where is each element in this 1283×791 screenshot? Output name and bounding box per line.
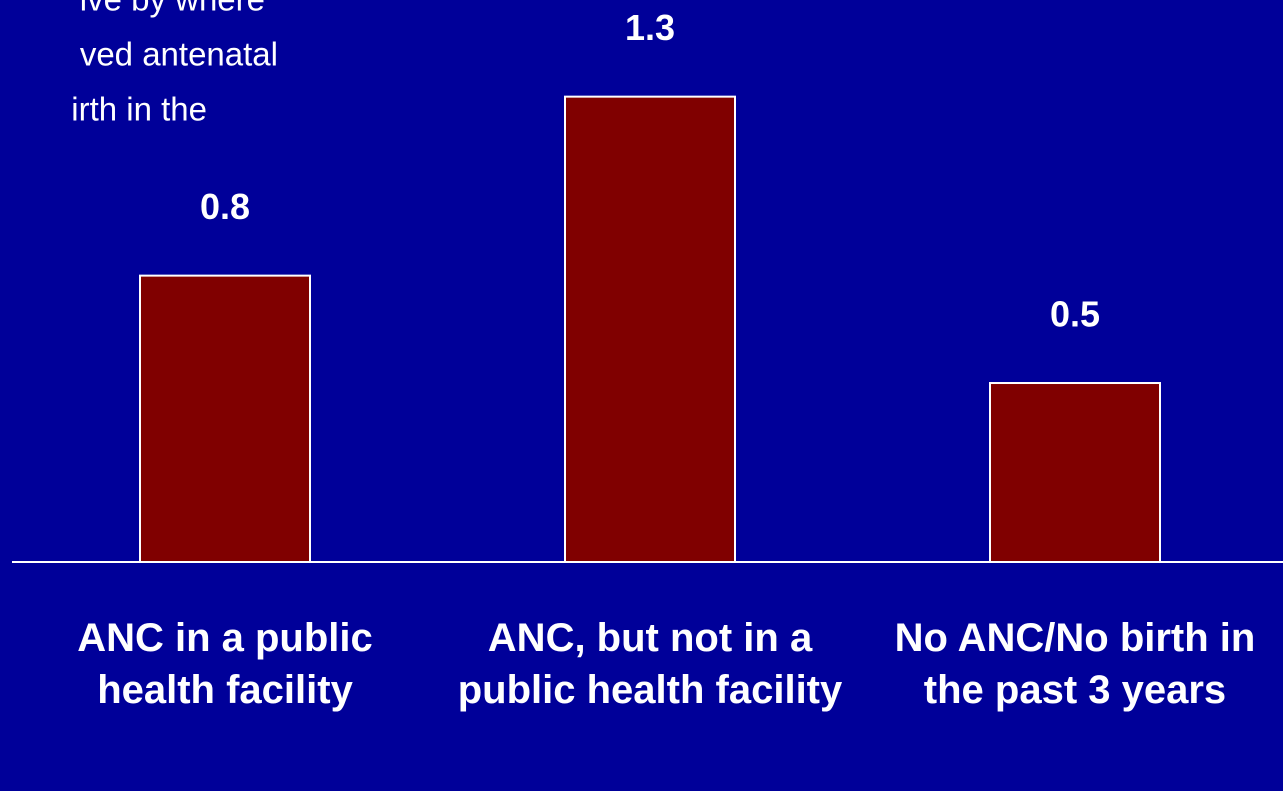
bar (139, 274, 311, 563)
value-label: 0.8 (200, 186, 250, 227)
category-label: No ANC/No birth in the past 3 years (894, 616, 1256, 712)
value-label: 0.5 (1050, 294, 1100, 335)
category-label: ANC, but not in a public health facility (457, 616, 843, 712)
annotation-line: ive by where (80, 0, 265, 18)
value-label: 1.3 (625, 7, 675, 48)
category-label: ANC in a public health facility (77, 616, 373, 712)
bar (989, 382, 1161, 563)
annotation-line: irth in the (71, 91, 207, 128)
bar (564, 95, 736, 563)
annotation-line: ved antenatal (80, 36, 278, 73)
